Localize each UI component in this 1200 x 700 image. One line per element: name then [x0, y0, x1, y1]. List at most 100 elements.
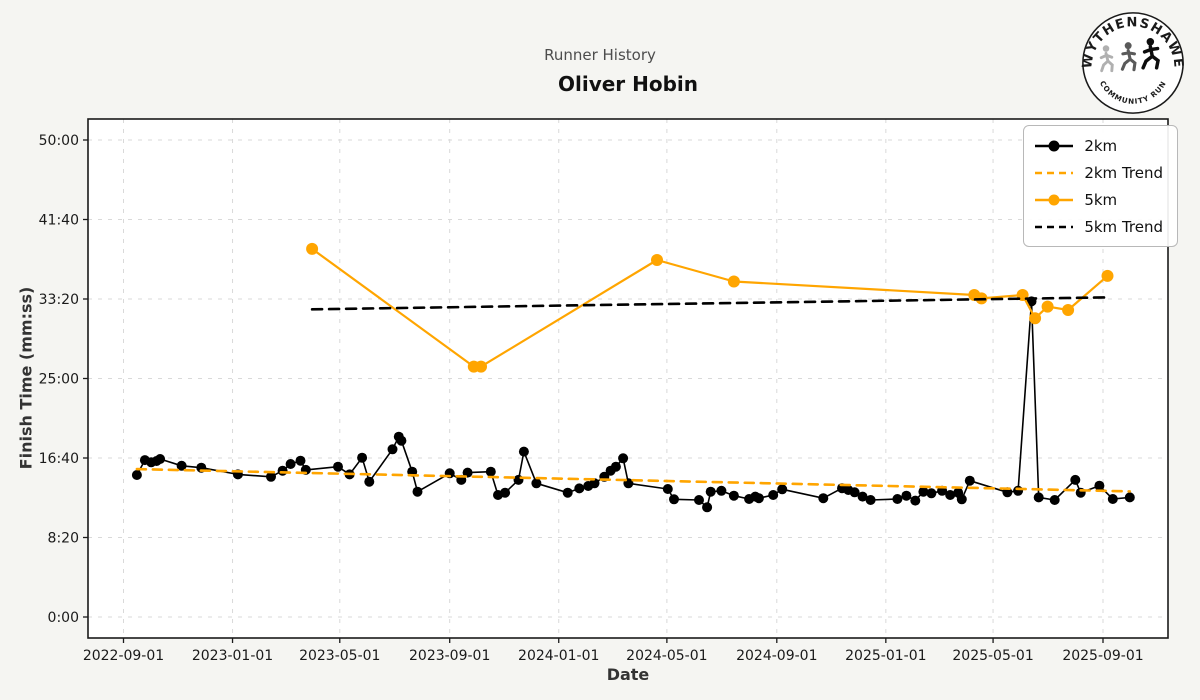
x-tick-label: 2023-05-01: [299, 648, 380, 664]
x-tick-label: 2025-05-01: [952, 648, 1033, 664]
data-point-2km: [910, 495, 921, 506]
data-point-2km: [818, 493, 829, 504]
data-point-2km: [945, 490, 956, 500]
data-point-2km: [857, 491, 868, 502]
data-point-2km: [131, 470, 142, 480]
data-point-2km: [918, 486, 929, 497]
data-point-2km: [956, 494, 967, 505]
data-point-2km: [618, 453, 629, 464]
data-point-2km: [865, 495, 876, 505]
y-axis-label: Finish Time (mm:ss): [16, 286, 36, 470]
data-point-2km: [669, 494, 679, 505]
y-tick-label: 0:00: [48, 610, 79, 626]
x-tick-label: 2025-09-01: [1062, 648, 1143, 664]
data-point-2km: [295, 455, 306, 466]
data-point-2km: [662, 484, 673, 494]
legend-item-5km-trend: 5km Trend: [1034, 215, 1163, 238]
x-axis-label: Date: [606, 665, 650, 684]
data-point-5km: [306, 242, 319, 255]
data-point-2km: [266, 471, 276, 482]
series-line-2km-trend: [135, 467, 1132, 493]
data-point-2km: [1124, 492, 1135, 503]
legend-item-2km-trend: 2km Trend: [1034, 161, 1163, 184]
data-point-2km: [849, 487, 860, 498]
legend-line-sample: [1035, 194, 1074, 205]
data-point-2km: [462, 467, 473, 478]
data-point-2km: [277, 465, 288, 476]
data-point-2km: [176, 460, 187, 471]
data-point-5km: [1062, 304, 1075, 316]
y-tick-label: 50:00: [39, 133, 79, 149]
y-tick-label: 33:20: [39, 292, 79, 308]
page-title: Oliver Hobin: [557, 72, 699, 96]
data-point-2km: [412, 486, 423, 497]
data-point-2km: [513, 474, 524, 485]
data-point-2km: [753, 493, 764, 504]
data-point-2km: [518, 446, 529, 457]
club-logo: WYTHENSHAWE COMMUNITY RUN: [1080, 12, 1184, 114]
data-point-2km: [1094, 480, 1105, 491]
data-point-2km: [1013, 485, 1024, 496]
data-point-2km: [1107, 494, 1118, 504]
data-point-2km: [155, 454, 166, 464]
series-line-5km-trend: [310, 296, 1109, 311]
data-point-5km: [727, 275, 740, 288]
data-point-2km: [574, 483, 585, 494]
x-tick-label: 2023-01-01: [192, 648, 273, 664]
data-point-2km: [728, 490, 739, 501]
data-point-2km: [589, 478, 600, 489]
data-point-2km: [531, 478, 542, 489]
chart-suptitle: Runner History: [544, 46, 656, 64]
legend-marker: [1048, 140, 1060, 151]
data-point-2km: [892, 494, 903, 504]
legend-item-2km: 2km: [1034, 134, 1163, 157]
x-tick-label: 2022-09-01: [83, 648, 164, 664]
legend-line-sample: [1035, 171, 1074, 174]
legend-label: 5km Trend: [1084, 217, 1163, 236]
data-point-2km: [285, 459, 296, 469]
data-point-2km: [485, 466, 496, 477]
x-tick-label: 2024-09-01: [736, 648, 817, 664]
data-point-2km: [694, 495, 704, 505]
legend-label: 2km Trend: [1084, 163, 1163, 182]
data-point-5km: [1101, 269, 1114, 282]
legend-label: 2km: [1084, 136, 1118, 155]
data-point-2km: [926, 488, 937, 499]
data-point-2km: [768, 490, 779, 500]
legend-item-5km: 5km: [1034, 188, 1163, 211]
x-tick-label: 2025-01-01: [845, 648, 926, 664]
data-point-2km: [387, 444, 398, 455]
y-tick-label: 25:00: [39, 372, 79, 388]
data-point-2km: [1033, 492, 1044, 503]
runner-icon: [1141, 38, 1160, 70]
data-point-2km: [333, 461, 343, 472]
data-point-2km: [1070, 474, 1081, 485]
data-point-2km: [901, 490, 912, 501]
data-point-2km: [1049, 495, 1060, 505]
x-tick-label: 2024-05-01: [626, 648, 707, 664]
data-point-5km: [651, 254, 663, 266]
data-point-2km: [610, 461, 621, 472]
runner-icon: [1099, 45, 1114, 73]
data-point-2km: [357, 452, 368, 463]
x-tick-label: 2023-09-01: [409, 648, 490, 664]
data-point-2km: [364, 476, 375, 487]
data-point-5km: [475, 360, 487, 373]
legend-label: 5km: [1084, 190, 1118, 209]
legend-line-sample: [1035, 225, 1074, 228]
data-point-2km: [500, 487, 511, 498]
data-point-2km: [562, 487, 573, 498]
y-tick-label: 16:40: [39, 451, 79, 467]
runner-icon: [1120, 42, 1137, 72]
x-tick-label: 2024-01-01: [518, 648, 599, 664]
legend: 2km 2km Trend 5km 5km Trend: [1023, 125, 1178, 247]
data-point-2km: [716, 485, 727, 496]
legend-marker: [1048, 194, 1060, 205]
data-point-2km: [777, 484, 788, 495]
data-point-2km: [702, 502, 713, 513]
data-point-2km: [396, 435, 407, 446]
data-point-2km: [964, 475, 975, 486]
data-point-5km: [1041, 300, 1054, 313]
